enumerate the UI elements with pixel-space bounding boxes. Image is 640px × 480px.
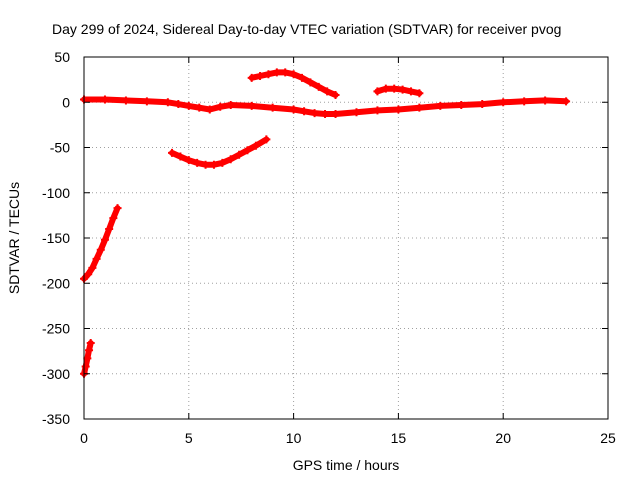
data-point bbox=[520, 97, 529, 106]
data-point bbox=[406, 87, 415, 96]
y-tick-label: -100 bbox=[42, 185, 70, 201]
data-point bbox=[390, 84, 399, 93]
y-tick-label: -150 bbox=[42, 230, 70, 246]
data-point bbox=[92, 254, 101, 263]
data-point bbox=[216, 102, 225, 111]
data-point bbox=[226, 100, 235, 109]
data-point bbox=[499, 98, 508, 107]
y-tick-label: 0 bbox=[62, 94, 70, 110]
data-point bbox=[243, 146, 252, 155]
x-tick-label: 20 bbox=[495, 430, 511, 446]
data-point bbox=[247, 101, 256, 110]
data-point bbox=[297, 73, 306, 82]
data-point bbox=[281, 68, 290, 77]
data-point bbox=[81, 362, 90, 371]
x-tick-label: 15 bbox=[391, 430, 407, 446]
data-point bbox=[201, 160, 210, 169]
data-point bbox=[331, 91, 340, 100]
axis-ticks: 0 5 10 15 20 25 -350 -300 -250 -200 -150 -100 -50 0 50 bbox=[42, 49, 616, 446]
data-point bbox=[314, 82, 323, 91]
data-point bbox=[96, 245, 105, 254]
data-point bbox=[541, 96, 550, 105]
data-point bbox=[176, 152, 185, 161]
y-tick-label: -200 bbox=[42, 275, 70, 291]
data-point bbox=[436, 101, 445, 110]
data-point bbox=[256, 72, 265, 81]
data-point bbox=[289, 105, 298, 114]
data-point bbox=[168, 148, 177, 157]
data-point bbox=[163, 98, 172, 107]
data-point bbox=[300, 107, 309, 116]
x-tick-label: 25 bbox=[600, 430, 616, 446]
data-point bbox=[352, 108, 361, 117]
data-point bbox=[373, 87, 382, 96]
data-point bbox=[251, 141, 260, 150]
data-point bbox=[121, 96, 130, 105]
y-tick-label: -350 bbox=[42, 411, 70, 427]
data-point bbox=[415, 103, 424, 112]
data-point bbox=[235, 150, 244, 159]
data-point bbox=[226, 155, 235, 164]
y-tick-label: -250 bbox=[42, 321, 70, 337]
data-point bbox=[272, 68, 281, 77]
data-point bbox=[86, 338, 95, 347]
data-point bbox=[84, 270, 93, 279]
data-point bbox=[184, 101, 193, 110]
data-point bbox=[306, 78, 315, 87]
data-point bbox=[247, 73, 256, 82]
x-tick-label: 5 bbox=[185, 430, 193, 446]
data-series bbox=[80, 68, 571, 378]
data-point bbox=[100, 235, 109, 244]
data-point bbox=[205, 105, 214, 114]
data-point bbox=[562, 97, 571, 106]
x-tick-label: 0 bbox=[80, 430, 88, 446]
data-point bbox=[321, 110, 330, 119]
data-point bbox=[457, 100, 466, 109]
data-point bbox=[373, 106, 382, 115]
chart-title: Day 299 of 2024, Sidereal Day-to-day VTE… bbox=[52, 21, 561, 37]
data-point bbox=[381, 84, 390, 93]
x-axis-label: GPS time / hours bbox=[293, 457, 400, 473]
data-point bbox=[83, 354, 92, 363]
data-point bbox=[415, 89, 424, 98]
data-point bbox=[331, 110, 340, 119]
x-tick-label: 10 bbox=[286, 430, 302, 446]
data-point bbox=[218, 158, 227, 167]
data-point bbox=[268, 103, 277, 112]
data-point bbox=[142, 97, 151, 106]
data-point bbox=[209, 160, 218, 169]
y-axis-label: SDTVAR / TECUs bbox=[6, 182, 22, 294]
data-point bbox=[174, 100, 183, 109]
data-point bbox=[262, 135, 271, 144]
data-point bbox=[289, 70, 298, 79]
data-point bbox=[88, 263, 97, 272]
data-point bbox=[105, 224, 114, 233]
data-point bbox=[184, 156, 193, 165]
y-tick-label: -50 bbox=[50, 140, 70, 156]
data-point bbox=[193, 158, 202, 167]
data-point bbox=[85, 346, 94, 355]
y-tick-label: 50 bbox=[54, 49, 70, 65]
data-point bbox=[109, 214, 118, 223]
data-point bbox=[310, 109, 319, 118]
data-point bbox=[113, 204, 122, 213]
y-tick-label: -300 bbox=[42, 366, 70, 382]
data-point bbox=[323, 87, 332, 96]
data-point bbox=[195, 103, 204, 112]
data-point bbox=[394, 105, 403, 114]
data-point bbox=[398, 85, 407, 94]
data-point bbox=[264, 70, 273, 79]
data-point bbox=[478, 100, 487, 109]
data-point bbox=[100, 95, 109, 104]
